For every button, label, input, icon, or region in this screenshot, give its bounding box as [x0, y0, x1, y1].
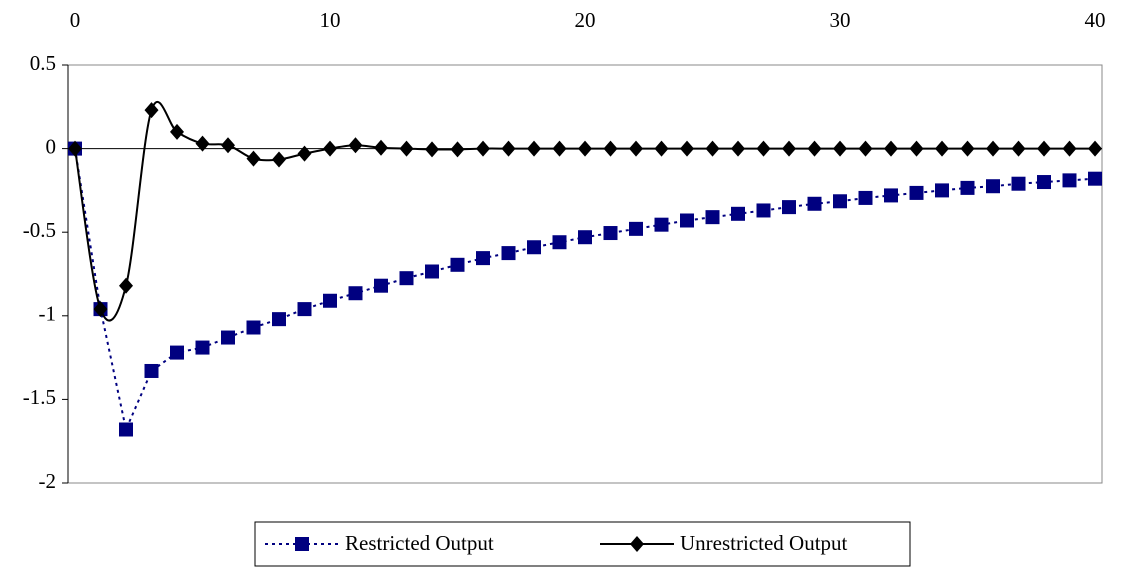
legend-label: Unrestricted Output — [680, 531, 848, 555]
point — [221, 330, 235, 345]
point — [858, 140, 873, 157]
point — [425, 264, 439, 279]
point — [552, 235, 567, 250]
point — [680, 213, 694, 228]
point — [1062, 140, 1077, 157]
point — [1088, 140, 1102, 157]
point — [170, 123, 184, 140]
point — [297, 145, 312, 162]
point — [1011, 176, 1026, 191]
y-tick-label: -0.5 — [23, 218, 56, 242]
legend-marker — [630, 536, 644, 552]
y-tick-label: -1 — [39, 302, 57, 326]
plot-area — [67, 64, 1103, 484]
series-line — [74, 100, 1095, 322]
point — [986, 140, 1000, 157]
point — [476, 251, 490, 266]
point — [909, 185, 924, 200]
point — [501, 140, 516, 157]
point — [399, 140, 414, 157]
point — [221, 137, 235, 154]
x-tick-label: 0 — [70, 8, 81, 32]
point — [399, 271, 414, 286]
point — [731, 206, 745, 221]
y-tick-label: 0.5 — [30, 51, 56, 75]
point — [501, 246, 516, 261]
point — [807, 196, 822, 211]
point — [782, 140, 796, 157]
x-tick-label: 10 — [320, 8, 341, 32]
point — [144, 363, 159, 378]
point — [756, 140, 771, 157]
point — [450, 257, 465, 272]
point — [960, 180, 975, 195]
point — [654, 217, 669, 232]
point — [450, 141, 465, 158]
point — [348, 137, 363, 154]
y-tick-label: 0 — [46, 134, 57, 158]
point — [527, 240, 541, 255]
point — [654, 140, 669, 157]
y-tick-label: -1.5 — [23, 385, 56, 409]
point — [705, 140, 720, 157]
point — [297, 302, 312, 317]
x-tick-label: 20 — [575, 8, 596, 32]
point — [119, 422, 133, 437]
point — [323, 140, 337, 157]
point — [348, 286, 363, 301]
point — [272, 312, 286, 327]
point — [552, 140, 567, 157]
x-tick-label: 30 — [830, 8, 851, 32]
point — [756, 203, 771, 218]
point — [144, 102, 159, 119]
point — [1037, 140, 1051, 157]
point — [1062, 173, 1077, 188]
point — [578, 140, 592, 157]
y-tick-label: -2 — [39, 469, 57, 493]
legend-box — [254, 521, 911, 567]
point — [705, 210, 720, 225]
point — [272, 151, 286, 168]
legend-label: Restricted Output — [345, 531, 494, 555]
point — [195, 135, 210, 152]
point — [1088, 171, 1102, 186]
point — [935, 140, 949, 157]
point — [833, 194, 847, 209]
point — [323, 293, 337, 308]
point — [1011, 140, 1026, 157]
point — [858, 190, 873, 205]
point — [629, 221, 643, 236]
point — [603, 140, 618, 157]
point — [246, 150, 261, 167]
point — [884, 188, 898, 203]
point — [170, 345, 184, 360]
point — [909, 140, 924, 157]
point — [960, 140, 975, 157]
point — [629, 140, 643, 157]
point — [1037, 175, 1051, 190]
point — [246, 320, 261, 335]
point — [680, 140, 694, 157]
point — [476, 140, 490, 157]
legend-marker — [295, 537, 309, 551]
point — [93, 301, 108, 318]
point — [578, 230, 592, 245]
point — [527, 140, 541, 157]
x-tick-label: 40 — [1085, 8, 1106, 32]
point — [425, 141, 439, 158]
point — [195, 340, 210, 355]
point — [603, 226, 618, 241]
point — [986, 179, 1000, 194]
point — [807, 140, 822, 157]
point — [68, 140, 82, 157]
point — [884, 140, 898, 157]
point — [833, 140, 847, 157]
point — [119, 277, 133, 294]
point — [374, 139, 388, 156]
point — [731, 140, 745, 157]
point — [935, 183, 949, 198]
point — [374, 278, 388, 293]
point — [782, 200, 796, 215]
